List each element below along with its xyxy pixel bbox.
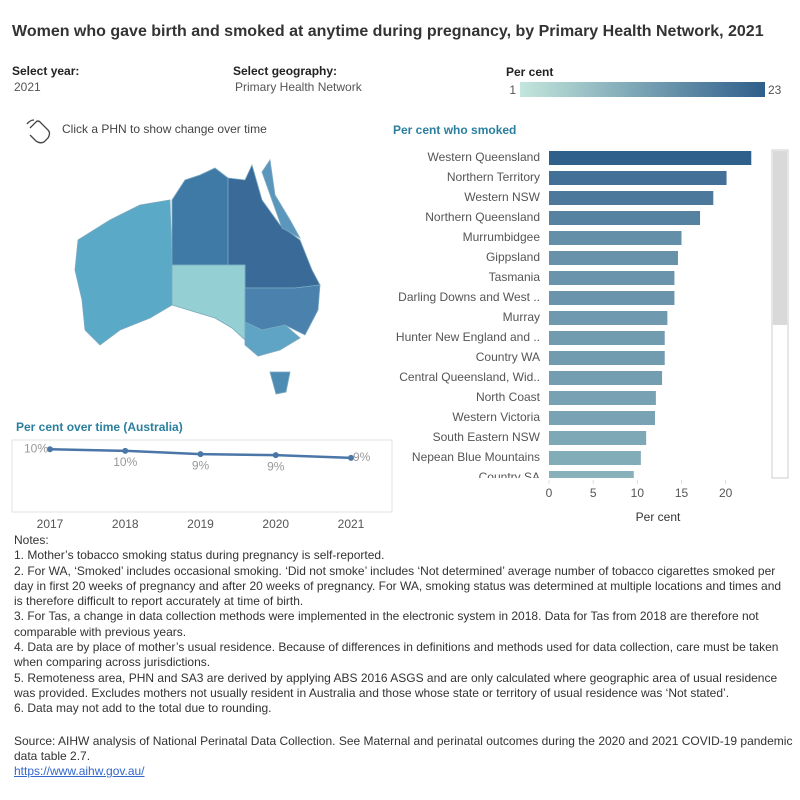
category-label: Murray	[503, 310, 540, 324]
control-value[interactable]: 2021	[14, 80, 41, 94]
bar	[549, 311, 668, 325]
region-vic[interactable]	[244, 321, 301, 357]
category-label: South Eastern NSW	[433, 430, 541, 444]
bar	[549, 471, 634, 478]
note: 2. For WA, ‘Smoked’ includes occasional …	[14, 563, 782, 609]
region-nq[interactable]	[261, 158, 302, 240]
note: 4. Data are by place of mother’s usual r…	[14, 640, 779, 670]
line-chart-title: Per cent over time (Australia)	[16, 420, 183, 434]
x-tick-label: 0	[546, 486, 553, 500]
bar	[549, 251, 678, 265]
bar-area: Western Queensland Northern Territory West…	[396, 150, 752, 484]
category-label: Darling Downs and West ..	[398, 290, 540, 304]
value-label: 9%	[267, 459, 285, 473]
category-label: Gippsland	[486, 250, 540, 264]
category-label: Western Victoria	[452, 410, 540, 424]
category-label: Northern Queensland	[425, 210, 540, 224]
category-label: Northern Territory	[447, 170, 540, 184]
bar	[549, 171, 727, 185]
region-sa[interactable]	[171, 264, 246, 341]
legend-max: 23	[768, 83, 782, 97]
x-tick-label: 5	[590, 486, 597, 500]
title: Women who gave birth and smoked at anyti…	[12, 23, 764, 40]
category-label: Tasmania	[489, 270, 541, 284]
point	[348, 454, 354, 461]
bar	[549, 331, 665, 345]
x-tick-label: 2018	[112, 517, 139, 531]
control-value[interactable]: Primary Health Network	[235, 80, 363, 94]
bar	[549, 271, 675, 285]
hand-icon	[26, 119, 51, 144]
bar	[549, 211, 701, 225]
hint: Click a PHN to show change over time	[62, 122, 267, 136]
region-nt[interactable]	[171, 167, 229, 266]
bar	[549, 371, 663, 385]
category-label: Western Queensland	[427, 150, 540, 164]
x-tick-label: 15	[675, 486, 689, 500]
bar	[549, 391, 656, 405]
control-label: Select year:	[12, 64, 79, 78]
x-tick-label: 2020	[262, 517, 289, 531]
x-tick-label: 10	[631, 486, 645, 500]
category-label: North Coast	[476, 390, 541, 404]
region-tas[interactable]	[269, 371, 291, 395]
bar	[549, 411, 655, 425]
note: 3. For Tas, a change in data collection …	[14, 609, 759, 639]
value-label: 10%	[24, 441, 48, 455]
x-tick-label: 2019	[187, 517, 214, 531]
point	[272, 452, 279, 459]
value-label: 9%	[353, 450, 371, 464]
note: 6. Data may not add to the total due to …	[14, 701, 272, 716]
bar	[549, 351, 665, 365]
legend-min: 1	[509, 83, 516, 97]
control-label: Select geography:	[233, 64, 337, 78]
category-label: Nepean Blue Mountains	[412, 450, 540, 464]
category-label: Western NSW	[464, 190, 540, 204]
notes: Notes: 1. Mother’s tobacco smoking status…	[14, 533, 789, 717]
x-tick-label: 20	[719, 486, 733, 500]
note: 1. Mother’s tobacco smoking status durin…	[14, 548, 385, 563]
note: Notes:	[14, 533, 49, 547]
category-label: Murrumbidgee	[463, 230, 541, 244]
point	[122, 447, 129, 454]
bar	[549, 431, 647, 445]
map[interactable]	[74, 158, 321, 395]
color-ramp	[520, 82, 765, 97]
link[interactable]: https://www.aihw.gov.au/	[14, 764, 145, 778]
category-label: Hunter New England and ..	[396, 330, 540, 344]
note: 5. Remoteness area, PHN and SA3 are deri…	[14, 670, 778, 700]
legend-title: Per cent	[506, 65, 553, 79]
category-label: Country WA	[476, 350, 540, 364]
x-axis-label: Per cent	[636, 510, 681, 524]
category-label: Central Queensland, Wid..	[399, 370, 540, 384]
value-label: 9%	[192, 458, 210, 472]
region-wa[interactable]	[74, 199, 173, 346]
x-tick-label: 2017	[37, 517, 64, 531]
bar-chart-title: Per cent who smoked	[393, 123, 516, 137]
scroll-thumb[interactable]	[773, 151, 787, 325]
x-tick-label: 2021	[338, 517, 365, 531]
value-label: 10%	[113, 455, 137, 469]
bar	[549, 291, 675, 305]
point	[47, 446, 53, 453]
line-chart-frame	[11, 439, 393, 513]
bar	[549, 451, 641, 465]
bar	[549, 231, 682, 245]
bar	[549, 191, 714, 205]
source: Source: AIHW analysis of National Perina…	[14, 734, 793, 764]
bar	[549, 151, 752, 165]
point	[197, 451, 204, 458]
category-label: Country SA	[479, 470, 540, 484]
